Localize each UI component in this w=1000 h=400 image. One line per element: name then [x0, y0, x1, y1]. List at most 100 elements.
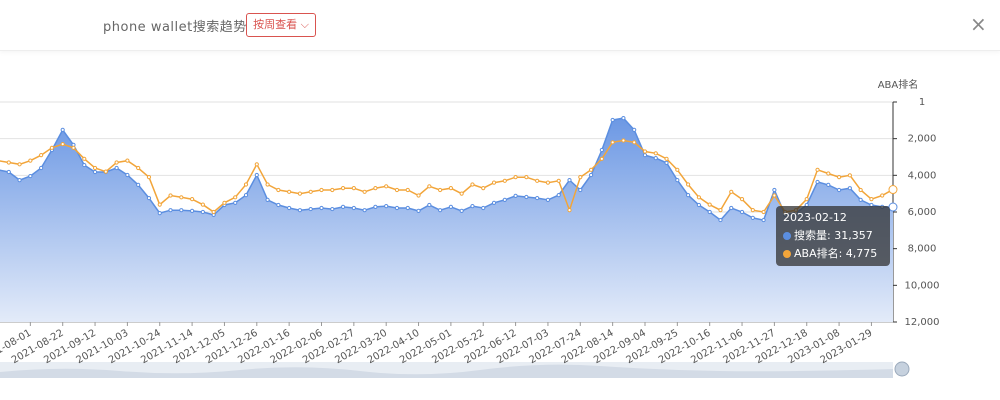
point [330, 187, 335, 193]
point [535, 195, 540, 201]
point [599, 156, 604, 161]
tooltip-title: 2023-02-12 [783, 211, 847, 224]
point [847, 173, 852, 178]
point [567, 178, 572, 183]
tooltip: 2023-02-12 搜索量: 31,357 ABA排名: 4,775 [776, 206, 890, 266]
point [513, 193, 518, 198]
point [319, 187, 324, 193]
tooltip-box [776, 206, 890, 266]
point [416, 193, 421, 198]
point [6, 160, 11, 165]
point [826, 182, 831, 187]
point [675, 178, 680, 183]
point [114, 160, 119, 165]
header-title: phone wallet搜索趋势 [103, 20, 247, 35]
point [125, 172, 130, 178]
point [297, 191, 303, 196]
point [459, 208, 464, 213]
point [265, 182, 270, 187]
point [729, 205, 734, 211]
point [621, 138, 626, 143]
point [6, 169, 11, 175]
point [157, 202, 162, 207]
point [880, 193, 885, 198]
point [287, 189, 292, 194]
point [772, 193, 777, 198]
tooltip-swatch [783, 232, 791, 240]
point [459, 191, 464, 196]
point [739, 197, 745, 202]
point [610, 117, 615, 123]
area [0, 118, 893, 322]
week-toggle-label: 按周查看 [253, 18, 298, 31]
point [222, 200, 227, 205]
point [200, 202, 205, 207]
y2-tick-label: 12,000 [905, 317, 940, 328]
point [438, 187, 443, 193]
point [642, 153, 648, 158]
point [729, 189, 734, 194]
point [276, 187, 281, 193]
tooltip-line: 搜索量: 31,357 [794, 228, 873, 242]
point [750, 215, 755, 220]
point [136, 165, 141, 171]
point [189, 197, 195, 202]
point [416, 208, 421, 213]
point [761, 217, 766, 223]
point [696, 202, 702, 208]
line [0, 139, 894, 213]
point [71, 145, 76, 150]
point [718, 208, 723, 213]
point [578, 175, 583, 180]
point [373, 186, 378, 191]
point [351, 186, 356, 191]
zoom-preview [0, 364, 893, 378]
week-toggle[interactable]: 按周查看 ⌵ [246, 13, 316, 37]
point [114, 165, 119, 171]
point [438, 208, 443, 213]
point [157, 211, 162, 216]
point [82, 162, 87, 168]
y2-axis-title: ABA排名 [878, 78, 919, 91]
y2-tick-label: 4,000 [908, 170, 937, 181]
point [567, 208, 572, 213]
point [427, 184, 432, 189]
point [739, 209, 745, 215]
point [888, 202, 898, 212]
point [761, 209, 766, 215]
point [233, 200, 238, 205]
point [200, 209, 205, 215]
close-button[interactable]: × [970, 12, 987, 36]
point [588, 172, 594, 178]
point [686, 193, 691, 198]
point [308, 189, 313, 194]
point [664, 156, 669, 161]
point [653, 151, 658, 156]
point [524, 175, 529, 180]
point [136, 182, 141, 187]
point [718, 217, 723, 223]
point [869, 197, 874, 202]
point [92, 169, 98, 175]
modal-header: phone wallet搜索趋势 按周查看 ⌵ × [0, 0, 1000, 51]
y2-tick-label: 10,000 [905, 280, 940, 291]
point [836, 187, 842, 193]
point [254, 172, 259, 178]
point [750, 208, 755, 213]
point [92, 165, 98, 171]
point [233, 195, 238, 200]
point [632, 140, 637, 145]
point [373, 204, 378, 209]
point [502, 178, 507, 183]
point [642, 149, 648, 154]
point [653, 156, 658, 161]
point [39, 165, 44, 171]
point [696, 195, 702, 200]
point [481, 186, 486, 191]
point [146, 175, 152, 180]
point [243, 182, 249, 187]
zoom-handle[interactable] [894, 361, 910, 377]
point [189, 208, 195, 213]
y2-tick-label: 6,000 [908, 207, 937, 218]
